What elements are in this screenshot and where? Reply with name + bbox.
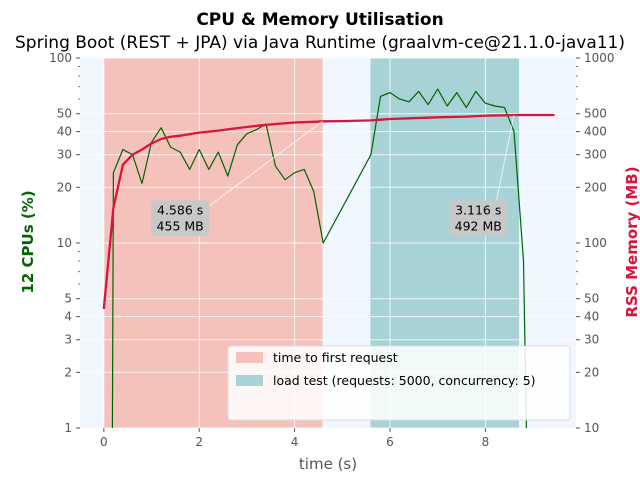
x-tick-label: 8 xyxy=(482,435,490,449)
y-tick-label-left: 30 xyxy=(57,148,72,162)
y-tick-label-right: 300 xyxy=(584,148,607,162)
x-tick-label: 2 xyxy=(195,435,203,449)
legend-entry-1: load test (requests: 5000, concurrency: … xyxy=(273,373,536,388)
y-tick-label-right: 40 xyxy=(584,310,599,324)
annotation-text: 492 MB xyxy=(455,218,502,233)
y-tick-label-left: 40 xyxy=(57,125,72,139)
annotation-box xyxy=(449,200,508,237)
y-tick-label-right: 10 xyxy=(584,421,599,435)
x-tick-label: 0 xyxy=(100,435,108,449)
y-tick-label-left: 1 xyxy=(64,421,72,435)
y-tick-label-left: 20 xyxy=(57,180,72,194)
y-tick-label-left: 5 xyxy=(64,292,72,306)
y-axis-label-right: RSS Memory (MB) xyxy=(623,166,640,317)
legend-swatch-1 xyxy=(236,375,263,386)
annotation-pointer xyxy=(492,114,515,217)
y-tick-label-left: 50 xyxy=(57,107,72,121)
y-tick-label-right: 500 xyxy=(584,107,607,121)
chart-title: CPU & Memory Utilisation xyxy=(196,10,443,30)
annotation-text: 4.586 s xyxy=(157,202,203,217)
x-tick-label: 6 xyxy=(386,435,394,449)
y-tick-label-left: 10 xyxy=(57,236,72,250)
y-tick-label-right: 30 xyxy=(584,333,599,347)
y-tick-label-left: 2 xyxy=(64,365,72,379)
y-tick-label-right: 400 xyxy=(584,125,607,139)
y-tick-label-left: 3 xyxy=(64,333,72,347)
y-tick-label-right: 200 xyxy=(584,180,607,194)
legend xyxy=(227,345,571,421)
y-tick-label-right: 1000 xyxy=(584,51,615,65)
annotation-text: 455 MB xyxy=(157,218,204,233)
cpu-series-line xyxy=(111,88,527,429)
y-tick-label-right: 20 xyxy=(584,365,599,379)
annotation-text: 3.116 s xyxy=(455,202,501,217)
annotation-box xyxy=(151,200,210,237)
y-axis-label-left: 12 CPUs (%) xyxy=(19,190,37,293)
x-axis-label: time (s) xyxy=(299,455,357,473)
memory-series-line xyxy=(102,113,555,310)
x-tick-label: 4 xyxy=(291,435,299,449)
y-tick-label-right: 50 xyxy=(584,292,599,306)
chart-subtitle: Spring Boot (REST + JPA) via Java Runtim… xyxy=(15,33,625,53)
y-tick-label-right: 100 xyxy=(584,236,607,250)
legend-swatch-0 xyxy=(236,352,263,363)
annotation-pointer xyxy=(194,120,323,217)
y-tick-label-left: 100 xyxy=(49,51,72,65)
y-tick-label-left: 4 xyxy=(64,310,72,324)
legend-entry-0: time to first request xyxy=(273,350,398,365)
